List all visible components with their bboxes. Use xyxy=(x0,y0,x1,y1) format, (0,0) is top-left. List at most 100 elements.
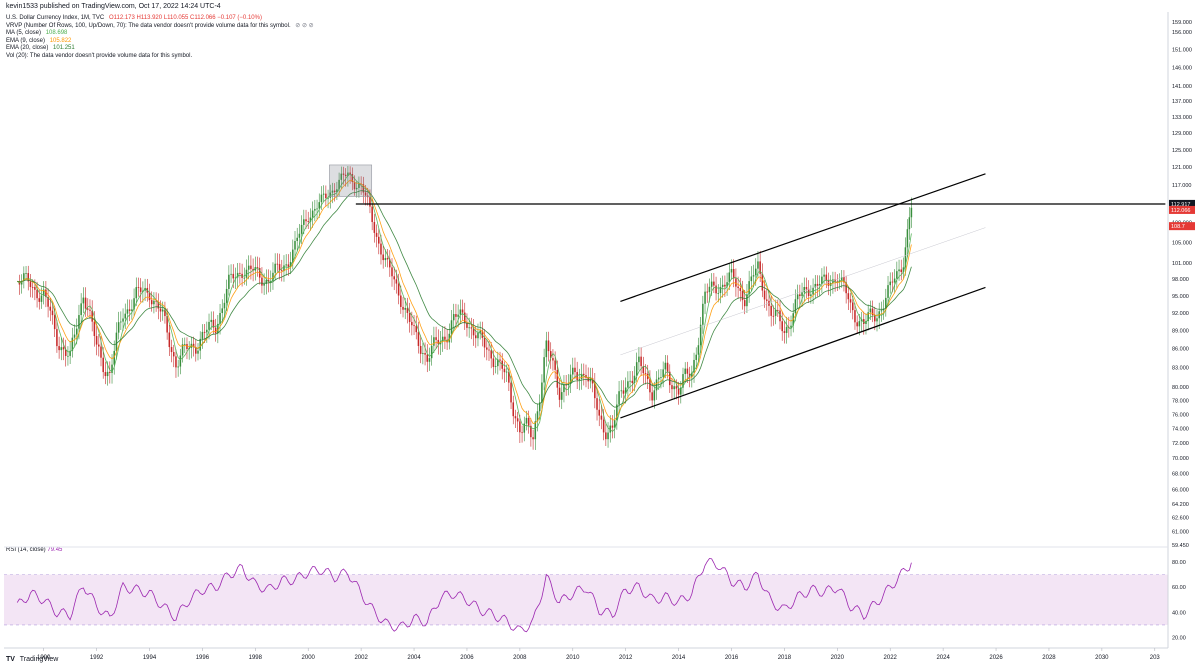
candle-body xyxy=(113,350,115,365)
legend-vrvp-icons[interactable]: ⊘ ⊘ ⊘ xyxy=(295,22,314,29)
candle-body xyxy=(93,321,96,337)
candle-body xyxy=(417,332,420,346)
legend-vol[interactable]: Vol (20): The data vendor doesn't provid… xyxy=(6,53,317,61)
candle-body xyxy=(124,313,127,319)
candle-body xyxy=(67,355,69,357)
candle-body xyxy=(45,289,47,297)
candle-body xyxy=(845,282,847,294)
candle-body xyxy=(554,360,556,370)
candle-body xyxy=(807,289,810,296)
candle-body xyxy=(803,287,806,293)
candle-body xyxy=(338,179,340,190)
candle-body xyxy=(556,369,559,388)
candle-body xyxy=(492,358,495,367)
candle-body xyxy=(770,305,772,316)
candle-body xyxy=(691,372,693,377)
candle-body xyxy=(851,302,854,311)
candle-body xyxy=(730,269,733,273)
candle-body xyxy=(340,173,343,180)
time-tick-label: 1990 xyxy=(37,655,51,661)
candle-body xyxy=(47,296,49,307)
candle-body xyxy=(759,261,761,274)
price-tick-label: 98.000 xyxy=(1172,277,1189,283)
tradingview-logo-icon: TV xyxy=(6,656,15,663)
price-tick-label: 92.000 xyxy=(1172,311,1189,317)
candle-body xyxy=(40,295,43,302)
candle-body xyxy=(825,274,828,281)
candle-body xyxy=(781,321,783,332)
candle-body xyxy=(170,347,173,353)
candle-body xyxy=(157,301,160,309)
candle-body xyxy=(25,273,27,274)
time-tick-label: 1996 xyxy=(196,655,210,661)
price-tick-label: 146.000 xyxy=(1172,65,1192,71)
legend-main[interactable]: U.S. Dollar Currency Index, 1M, TVC O112… xyxy=(6,15,317,23)
price-tick-label: 117.000 xyxy=(1172,183,1191,189)
candle-body xyxy=(137,287,140,288)
candle-body xyxy=(31,286,34,288)
candle-body xyxy=(893,278,896,283)
candle-body xyxy=(318,202,321,209)
candle-body xyxy=(871,308,874,316)
candle-body xyxy=(644,373,647,374)
time-tick-label: 2004 xyxy=(407,655,421,661)
candle-body xyxy=(713,281,715,286)
candle-body xyxy=(195,347,197,354)
candle-body xyxy=(223,302,226,309)
price-tag-label: 108.7 xyxy=(1171,224,1185,230)
candle-body xyxy=(746,294,748,307)
candle-body xyxy=(638,356,640,363)
legend-ma[interactable]: MA (5, close) 108.698 xyxy=(6,30,317,38)
candle-body xyxy=(373,222,376,233)
candle-body xyxy=(545,340,548,358)
candle-body xyxy=(155,300,157,302)
candle-body xyxy=(214,327,217,334)
candle-body xyxy=(887,285,889,298)
candle-body xyxy=(320,194,323,203)
legend-vrvp[interactable]: VRVP (Number Of Rows, 100, Up/Down, 70):… xyxy=(6,23,317,31)
candle-body xyxy=(307,221,309,222)
time-tick-label: 2000 xyxy=(302,655,316,661)
candle-body xyxy=(303,219,305,225)
candle-body xyxy=(801,292,803,297)
time-tick-label: 2002 xyxy=(354,655,368,661)
candle-body xyxy=(265,279,268,284)
time-tick-label: 2010 xyxy=(566,655,580,661)
candle-body xyxy=(505,371,508,373)
legend-main-ohlc: O112.173 H113.920 L110.055 C112.066 −0.1… xyxy=(108,15,262,21)
candle-body xyxy=(20,280,23,285)
footer-branding[interactable]: TV TradingView xyxy=(6,656,58,663)
candle-body xyxy=(724,284,726,287)
price-tag-label: 112.066 xyxy=(1171,208,1190,214)
candle-body xyxy=(684,368,686,375)
candle-body xyxy=(433,337,435,346)
candle-body xyxy=(139,287,142,292)
candle-body xyxy=(563,384,565,393)
ma5-line xyxy=(16,173,912,433)
candle-body xyxy=(497,359,499,367)
candle-body xyxy=(109,371,111,373)
candle-body xyxy=(823,274,825,277)
drawings[interactable] xyxy=(329,164,1166,419)
candle-body xyxy=(538,402,541,412)
candle-body xyxy=(413,325,415,327)
candle-body xyxy=(62,347,65,350)
legend-ema9[interactable]: EMA (9, close) 105.822 xyxy=(6,38,317,46)
candle-body xyxy=(869,308,872,313)
candle-body xyxy=(523,423,526,433)
price-tick-label: 101.000 xyxy=(1172,261,1192,267)
candle-body xyxy=(406,307,409,313)
candle-body xyxy=(166,316,168,333)
candle-body xyxy=(739,288,742,291)
rsi-legend[interactable]: RSI (14, close) 79.45 xyxy=(6,547,62,553)
candle-body xyxy=(362,184,365,193)
legend-ema20[interactable]: EMA (20, close) 101.251 xyxy=(6,45,317,53)
candle-body xyxy=(82,297,85,304)
candle-body xyxy=(475,335,477,339)
candle-body xyxy=(296,237,298,242)
candle-body xyxy=(666,362,669,372)
candle-body xyxy=(585,375,587,378)
candle-body xyxy=(206,329,208,333)
candle-body xyxy=(609,425,612,433)
